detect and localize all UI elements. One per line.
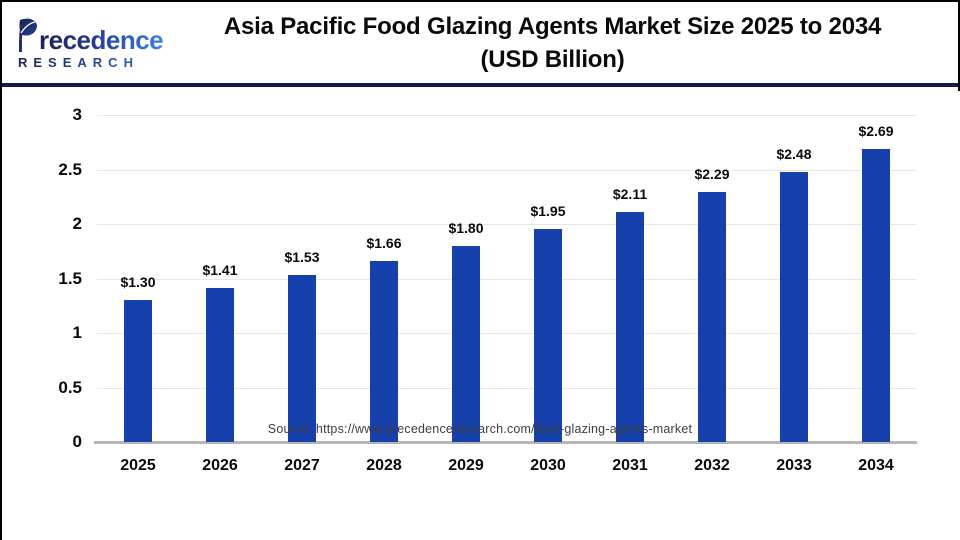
bar-value-2027: $1.53 (284, 249, 320, 266)
bar-2030 (534, 229, 562, 442)
chart-title: Asia Pacific Food Glazing Agents Market … (177, 10, 958, 76)
gridline-3 (97, 115, 917, 116)
bar-value-2029: $1.80 (448, 219, 484, 236)
x-axis-tick-2032: 2032 (694, 457, 730, 474)
x-axis-tick-2027: 2027 (284, 457, 320, 474)
bar-value-2026: $1.41 (202, 262, 238, 279)
x-axis-tick-2026: 2026 (202, 457, 238, 474)
chart-title-line2: (USD Billion) (480, 45, 625, 73)
y-axis-tick-3: 3 (72, 105, 82, 124)
y-axis-tick-0: 0 (72, 432, 82, 451)
chart-title-line1: Asia Pacific Food Glazing Agents Market … (223, 12, 882, 40)
logo-text-research: RESEARCH (18, 56, 177, 69)
header: recedence RESEARCH Asia Pacific Food Gla… (2, 2, 958, 87)
precedence-research-logo: recedence RESEARCH (2, 17, 177, 69)
bar-2032 (698, 192, 726, 442)
bar-2033 (780, 171, 808, 442)
x-axis-line (94, 441, 917, 444)
logo-text-precedence: recedence (39, 24, 164, 55)
bar-value-2025: $1.30 (120, 274, 156, 291)
x-axis-tick-2031: 2031 (612, 457, 648, 474)
x-axis-tick-2028: 2028 (366, 457, 402, 474)
bar-value-2028: $1.66 (366, 235, 402, 252)
y-axis-tick-2.5: 2.5 (58, 159, 82, 179)
bar-2025 (124, 300, 152, 442)
gridline-0.5 (97, 387, 917, 389)
bar-2031 (616, 212, 644, 442)
leaf-p-icon (19, 18, 37, 52)
gridline-1.5 (97, 278, 917, 280)
bar-2029 (452, 245, 480, 442)
bar-chart: 0 0.5 1 1.5 2 2.5 3 $1.30 2025 $1.41 2026 $1.53 2027… (2, 91, 960, 540)
bar-2027 (288, 275, 316, 442)
x-axis-tick-2025: 2025 (120, 457, 156, 474)
gridline-2 (97, 224, 917, 225)
bar-2028 (370, 261, 398, 442)
source-caption: Source: https://www.precedenceresearch.c… (267, 422, 693, 436)
y-axis-tick-1: 1 (72, 323, 82, 342)
x-axis-tick-2029: 2029 (448, 457, 484, 474)
bar-2034 (862, 148, 890, 442)
bar-value-2031: $2.11 (612, 186, 648, 202)
x-axis-tick-2034: 2034 (858, 457, 894, 474)
x-axis-tick-2030: 2030 (530, 457, 566, 474)
bar-value-2030: $1.95 (530, 203, 566, 220)
gridline-2.5 (97, 169, 917, 171)
y-axis-tick-1.5: 1.5 (58, 268, 82, 288)
bar-value-2032: $2.29 (694, 166, 730, 183)
y-axis-tick-0.5: 0.5 (58, 377, 82, 397)
gridline-1 (97, 333, 917, 334)
bar-value-2034: $2.69 (858, 122, 894, 139)
y-axis-tick-2: 2 (72, 214, 82, 233)
x-axis-tick-2033: 2033 (776, 457, 812, 474)
bar-2026 (206, 288, 234, 442)
logo-line1: recedence (16, 17, 177, 53)
bar-value-2033: $2.48 (776, 145, 812, 162)
